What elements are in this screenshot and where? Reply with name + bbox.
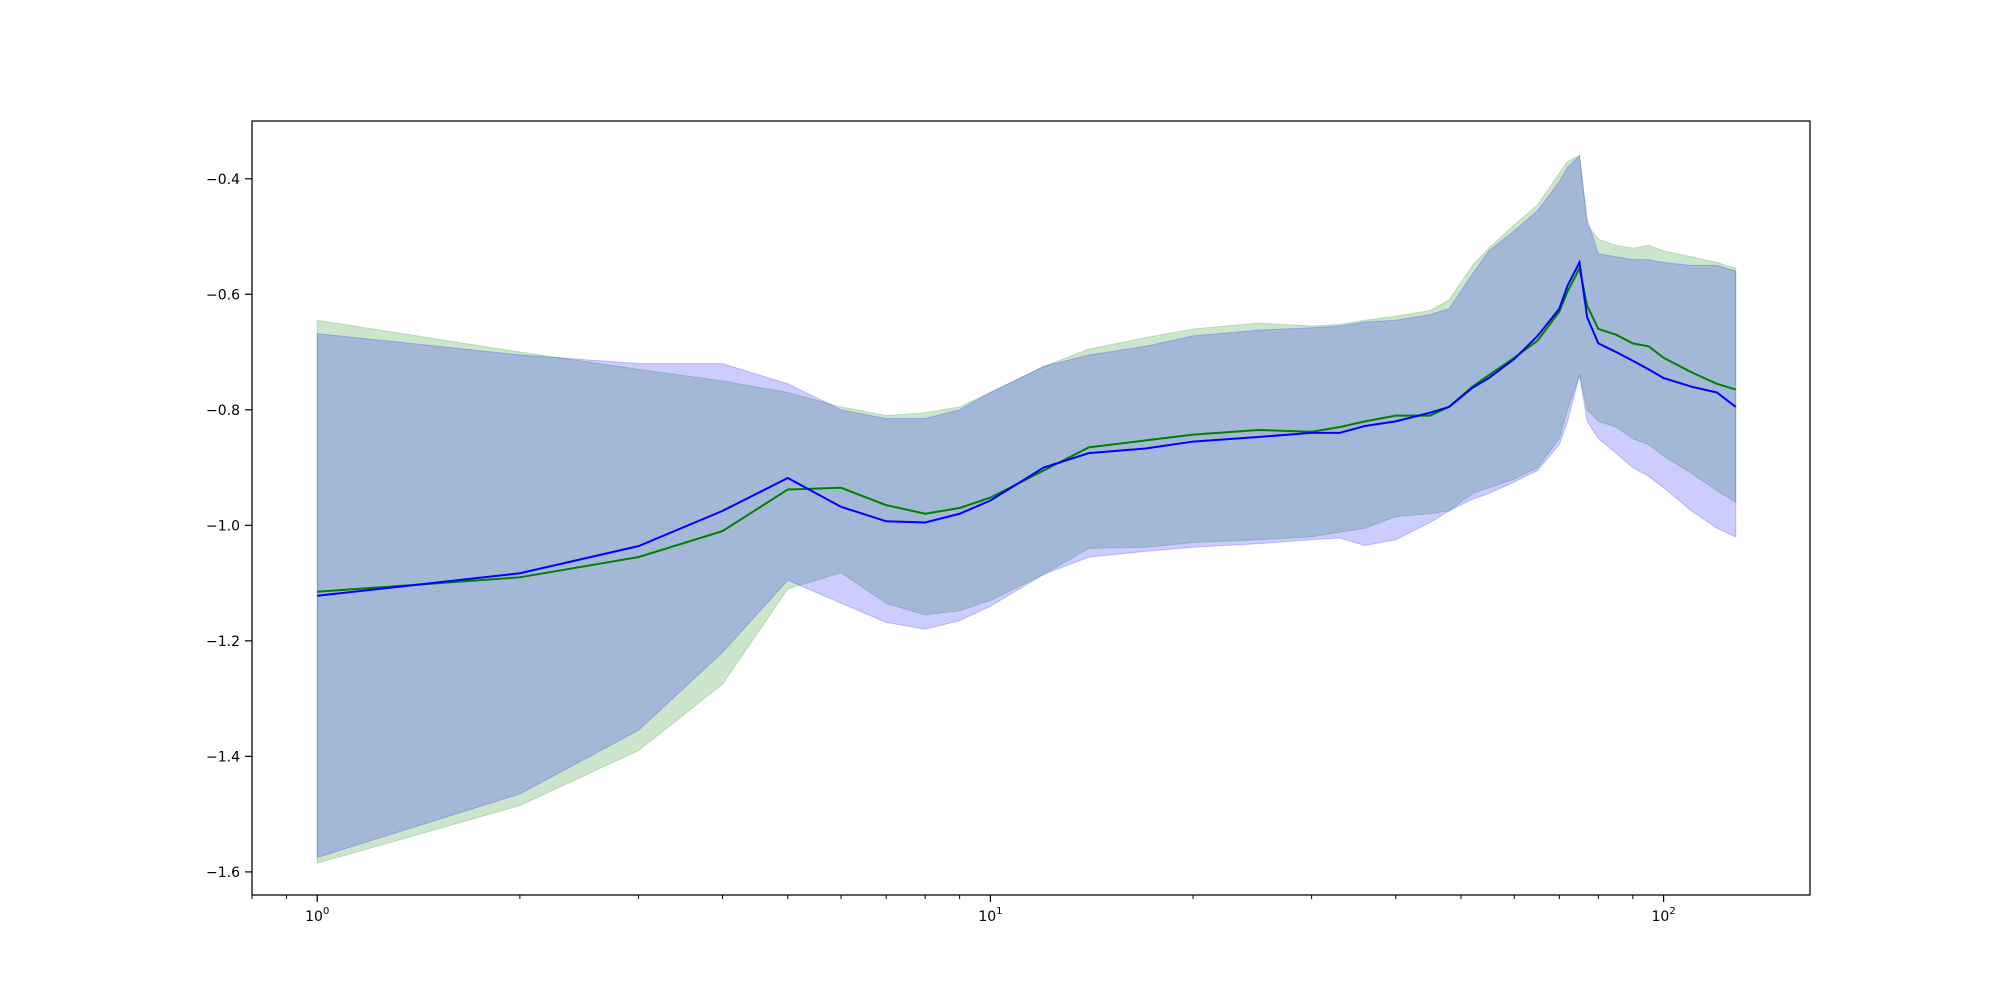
x-tick-label: 100 xyxy=(305,906,329,925)
series-lines xyxy=(317,259,1737,597)
y-tick-label: −0.4 xyxy=(206,172,240,188)
y-tick-label: −1.0 xyxy=(206,518,240,534)
series-1-band xyxy=(316,154,1737,864)
plot-frame xyxy=(251,120,1811,896)
x-tick-label: 101 xyxy=(978,906,1002,925)
y-tick-label: −0.8 xyxy=(206,403,240,419)
y-tick-label: −1.2 xyxy=(206,634,240,650)
series-2-line xyxy=(317,259,1737,597)
confidence-bands xyxy=(316,154,1737,864)
series-2-band xyxy=(316,154,1737,859)
y-tick-label: −0.6 xyxy=(206,287,240,303)
x-tick-label: 102 xyxy=(1651,906,1675,925)
y-axis: −0.4 −0.6 −0.8 −1.0 −1.2 −1.4 −1.6 xyxy=(206,172,252,881)
x-axis: 100 101 102 xyxy=(251,895,1676,925)
y-tick-label: −1.4 xyxy=(206,749,240,765)
y-tick-label: −1.6 xyxy=(206,865,240,881)
series-1-line xyxy=(317,265,1737,593)
